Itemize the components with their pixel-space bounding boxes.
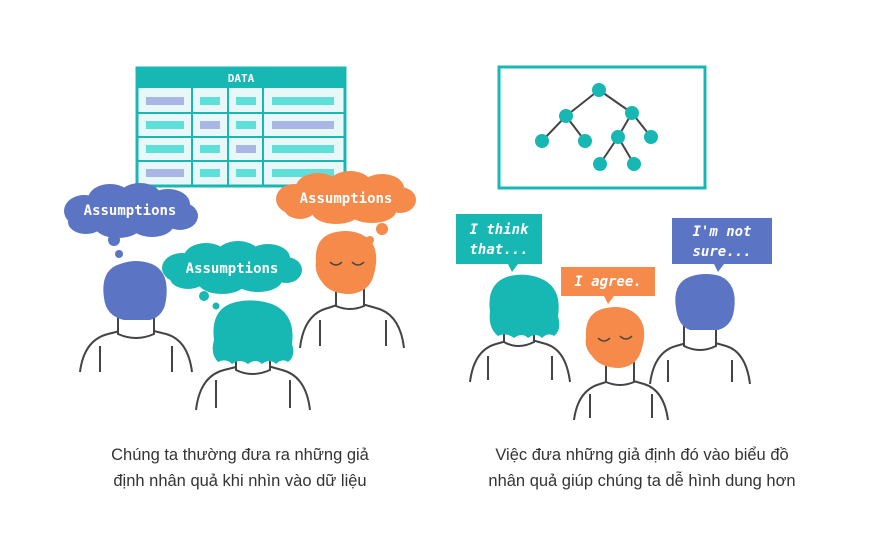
diagram-node	[592, 83, 606, 97]
diagram-node	[611, 130, 625, 144]
diagram-node	[625, 106, 639, 120]
speech-bubble-blue: I'm not sure...	[672, 218, 772, 272]
speech-line: I agree.	[574, 274, 641, 290]
person-orange-hair-right	[573, 307, 669, 421]
diagram-node	[559, 109, 573, 123]
speech-line: I think	[469, 222, 529, 238]
speech-line: sure...	[692, 244, 751, 260]
thought-bubble-label: Assumptions	[186, 261, 279, 277]
causal-diagram-board	[497, 65, 707, 190]
data-table-title: DATA	[228, 72, 255, 85]
diagram-node	[627, 157, 641, 171]
speech-bubble-teal: I think that...	[456, 214, 542, 272]
thought-bubble-blue: Assumptions	[64, 183, 198, 258]
diagram-node	[593, 157, 607, 171]
speech-line: I'm not	[692, 224, 751, 240]
thought-bubble-orange: Assumptions	[276, 171, 416, 244]
thought-bubble-label: Assumptions	[84, 203, 177, 219]
speech-line: that...	[469, 242, 528, 258]
person-orange-hair	[299, 231, 405, 349]
person-teal-hair	[195, 300, 311, 411]
caption-line: Việc đưa những giả định đó vào biểu đồ	[495, 446, 789, 464]
diagram-node	[535, 134, 549, 148]
diagram-node	[644, 130, 658, 144]
caption-line: Chúng ta thường đưa ra những giả	[111, 446, 369, 464]
caption-line: nhân quả giúp chúng ta dễ hình dung hơn	[488, 472, 796, 490]
speech-bubble-orange: I agree.	[561, 267, 655, 304]
caption-line: định nhân quả khi nhìn vào dữ liệu	[113, 472, 367, 490]
caption-right: Việc đưa những giả định đó vào biểu đồ n…	[432, 442, 852, 494]
person-blue-hair	[79, 261, 193, 373]
person-teal-hair-right	[469, 274, 571, 383]
person-blue-hair-right	[649, 274, 751, 385]
thought-bubble-label: Assumptions	[300, 191, 393, 207]
diagram-node	[578, 134, 592, 148]
data-table-header	[137, 68, 345, 88]
thought-bubble-teal: Assumptions	[162, 241, 302, 310]
caption-left: Chúng ta thường đưa ra những giả định nh…	[40, 442, 440, 494]
data-table: DATA	[135, 66, 347, 188]
